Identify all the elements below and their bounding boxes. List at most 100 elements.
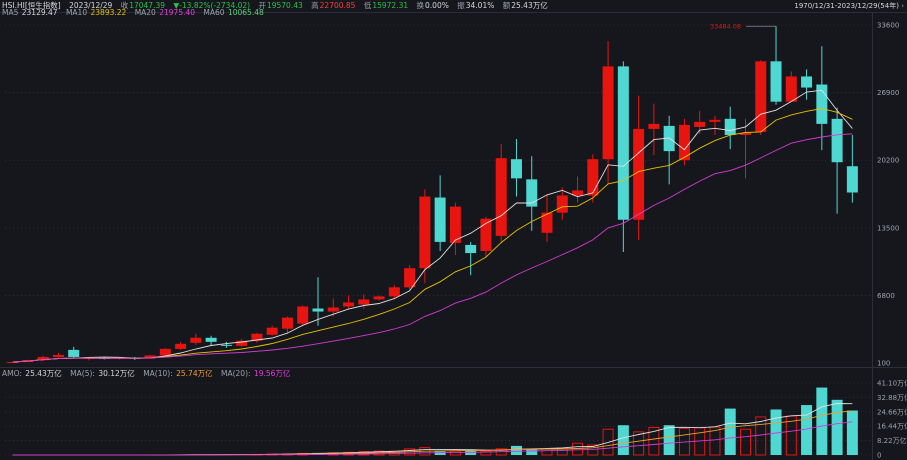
candle-body-up xyxy=(602,66,614,160)
ma20-line xyxy=(12,133,853,363)
candle-body-up xyxy=(541,212,553,233)
candle-body-down xyxy=(68,349,80,357)
candle-body-up xyxy=(739,132,751,135)
symbol-label[interactable]: HSI.HI[恒生指数] xyxy=(2,1,61,10)
candle-body-up xyxy=(266,327,278,335)
volume-tick-label: 41.10万亿 xyxy=(877,379,907,388)
candle-body-up xyxy=(159,348,171,356)
candle-body-up xyxy=(297,306,309,324)
ma10-line xyxy=(12,108,853,363)
vol-ma5-value: 30.12万亿 xyxy=(98,369,135,378)
chevron-right-icon: › xyxy=(901,2,904,10)
price-tick-label: 33600 xyxy=(877,22,899,30)
candle-body-up xyxy=(358,299,370,305)
candle-body-up xyxy=(755,61,767,132)
quote-info-bar: HSI.HI[恒生指数] 2023/12/29 收17047.39 ▼-13.8… xyxy=(0,0,907,13)
ma5-value: 23129.47 xyxy=(21,8,58,17)
candle-body-up xyxy=(556,195,568,213)
candle-body-up xyxy=(709,119,721,122)
turnover-label: 换 xyxy=(416,1,425,10)
candle-body-up xyxy=(648,123,660,129)
candle-body-up xyxy=(251,333,263,341)
volume-bar-up xyxy=(587,444,599,456)
volume-bar-up xyxy=(449,450,461,456)
amplitude-label: 振 xyxy=(457,1,465,10)
candle-body-up xyxy=(343,302,355,307)
high-annotation: 33484.08 xyxy=(710,23,777,31)
candle-body-down xyxy=(434,197,446,242)
candle-body-down xyxy=(770,61,782,102)
volume-bar-down xyxy=(434,451,446,455)
candle-body-up xyxy=(785,76,797,102)
candle-body-down xyxy=(465,244,477,254)
volume-bar-down xyxy=(816,387,828,455)
candle-body-down xyxy=(220,344,232,346)
vol-ma20-value: 19.56万亿 xyxy=(253,369,291,378)
volume-bar-up xyxy=(541,448,553,456)
close-value: 17047.39 xyxy=(129,1,166,10)
ma10-label: MA10 xyxy=(65,8,88,17)
vol-ma10-value: 25.74万亿 xyxy=(176,369,213,378)
volume-tick-label: 24.66万亿 xyxy=(877,407,907,416)
volume-bar-down xyxy=(465,450,477,455)
volume-bar-down xyxy=(724,408,736,455)
candle-body-down xyxy=(510,159,522,179)
amount-value: 25.43万亿 xyxy=(511,1,548,10)
volume-bar-down xyxy=(526,449,538,455)
date-label: 2023/12/29 xyxy=(69,1,113,10)
candle-body-down xyxy=(205,337,217,342)
candle-body-up xyxy=(388,287,400,297)
high-value: 22700.85 xyxy=(319,1,356,10)
candle-body-up xyxy=(144,355,156,359)
date-range-label: 1970/12/31-2023/12/29(54年) xyxy=(794,2,899,10)
volume-bar-down xyxy=(617,425,629,455)
candle-body-up xyxy=(572,190,584,196)
volume-bar-down xyxy=(846,410,858,455)
date-range-selector[interactable]: 1970/12/31-2023/12/29(54年) › xyxy=(794,0,904,12)
vol-ma20-line xyxy=(12,421,853,456)
candle-body-down xyxy=(801,76,813,88)
candle-body-up xyxy=(327,307,339,312)
vol-ma10-label: MA(10): xyxy=(143,369,173,378)
amplitude-value: 34.01% xyxy=(465,1,495,10)
candle-body-up xyxy=(587,159,599,196)
volume-bar-down xyxy=(831,399,843,455)
change-value: -13.82%(-2734.02) xyxy=(179,1,251,10)
vol-ma5-label: MA(5): xyxy=(70,369,95,378)
volume-tick-label: 16.44万亿 xyxy=(877,422,907,431)
ma10-value: 23893.22 xyxy=(90,8,127,17)
candle-body-down xyxy=(846,166,858,193)
low-value: 15972.31 xyxy=(372,1,409,10)
volume-tick-label: 0 xyxy=(877,452,881,460)
high-label: 高 xyxy=(311,1,319,10)
candle-body-up xyxy=(633,128,645,220)
price-tick-label: 100 xyxy=(877,360,890,368)
candle-body-up xyxy=(404,268,416,288)
volume-legend: AMO: 25.43万亿 MA(5): 30.12万亿 MA(10): 25.7… xyxy=(0,368,907,380)
ma20-value: 21975.40 xyxy=(159,8,196,17)
volume-bar-up xyxy=(572,442,584,456)
candles-layer xyxy=(7,26,858,363)
candle-body-up xyxy=(480,218,492,252)
candle-body-up xyxy=(190,337,202,343)
amo-value: 25.43万亿 xyxy=(25,369,62,378)
volume-tick-label: 32.88万亿 xyxy=(877,393,907,402)
candle-body-up xyxy=(373,296,385,300)
candle-body-down xyxy=(526,179,538,207)
volume-bar-up xyxy=(602,428,614,456)
ma20-label: MA20 xyxy=(134,8,156,17)
price-tick-label: 20200 xyxy=(877,157,899,165)
volume-bar-down xyxy=(801,405,813,455)
vol-ma20-label: MA(20): xyxy=(221,369,251,378)
moving-average-lines xyxy=(12,89,853,363)
volume-tick-label: 8.22万亿 xyxy=(877,436,907,445)
ma5-label: MA5 xyxy=(2,8,19,17)
candle-body-down xyxy=(312,308,324,312)
amo-label: AMO: xyxy=(2,369,22,378)
turnover-value: 0.00% xyxy=(425,1,449,10)
price-tick-label: 6800 xyxy=(877,292,895,300)
high-annotation-label: 33484.08 xyxy=(710,23,741,31)
candle-body-down xyxy=(831,118,843,163)
candle-body-up xyxy=(52,354,64,357)
price-tick-label: 26900 xyxy=(877,89,899,97)
